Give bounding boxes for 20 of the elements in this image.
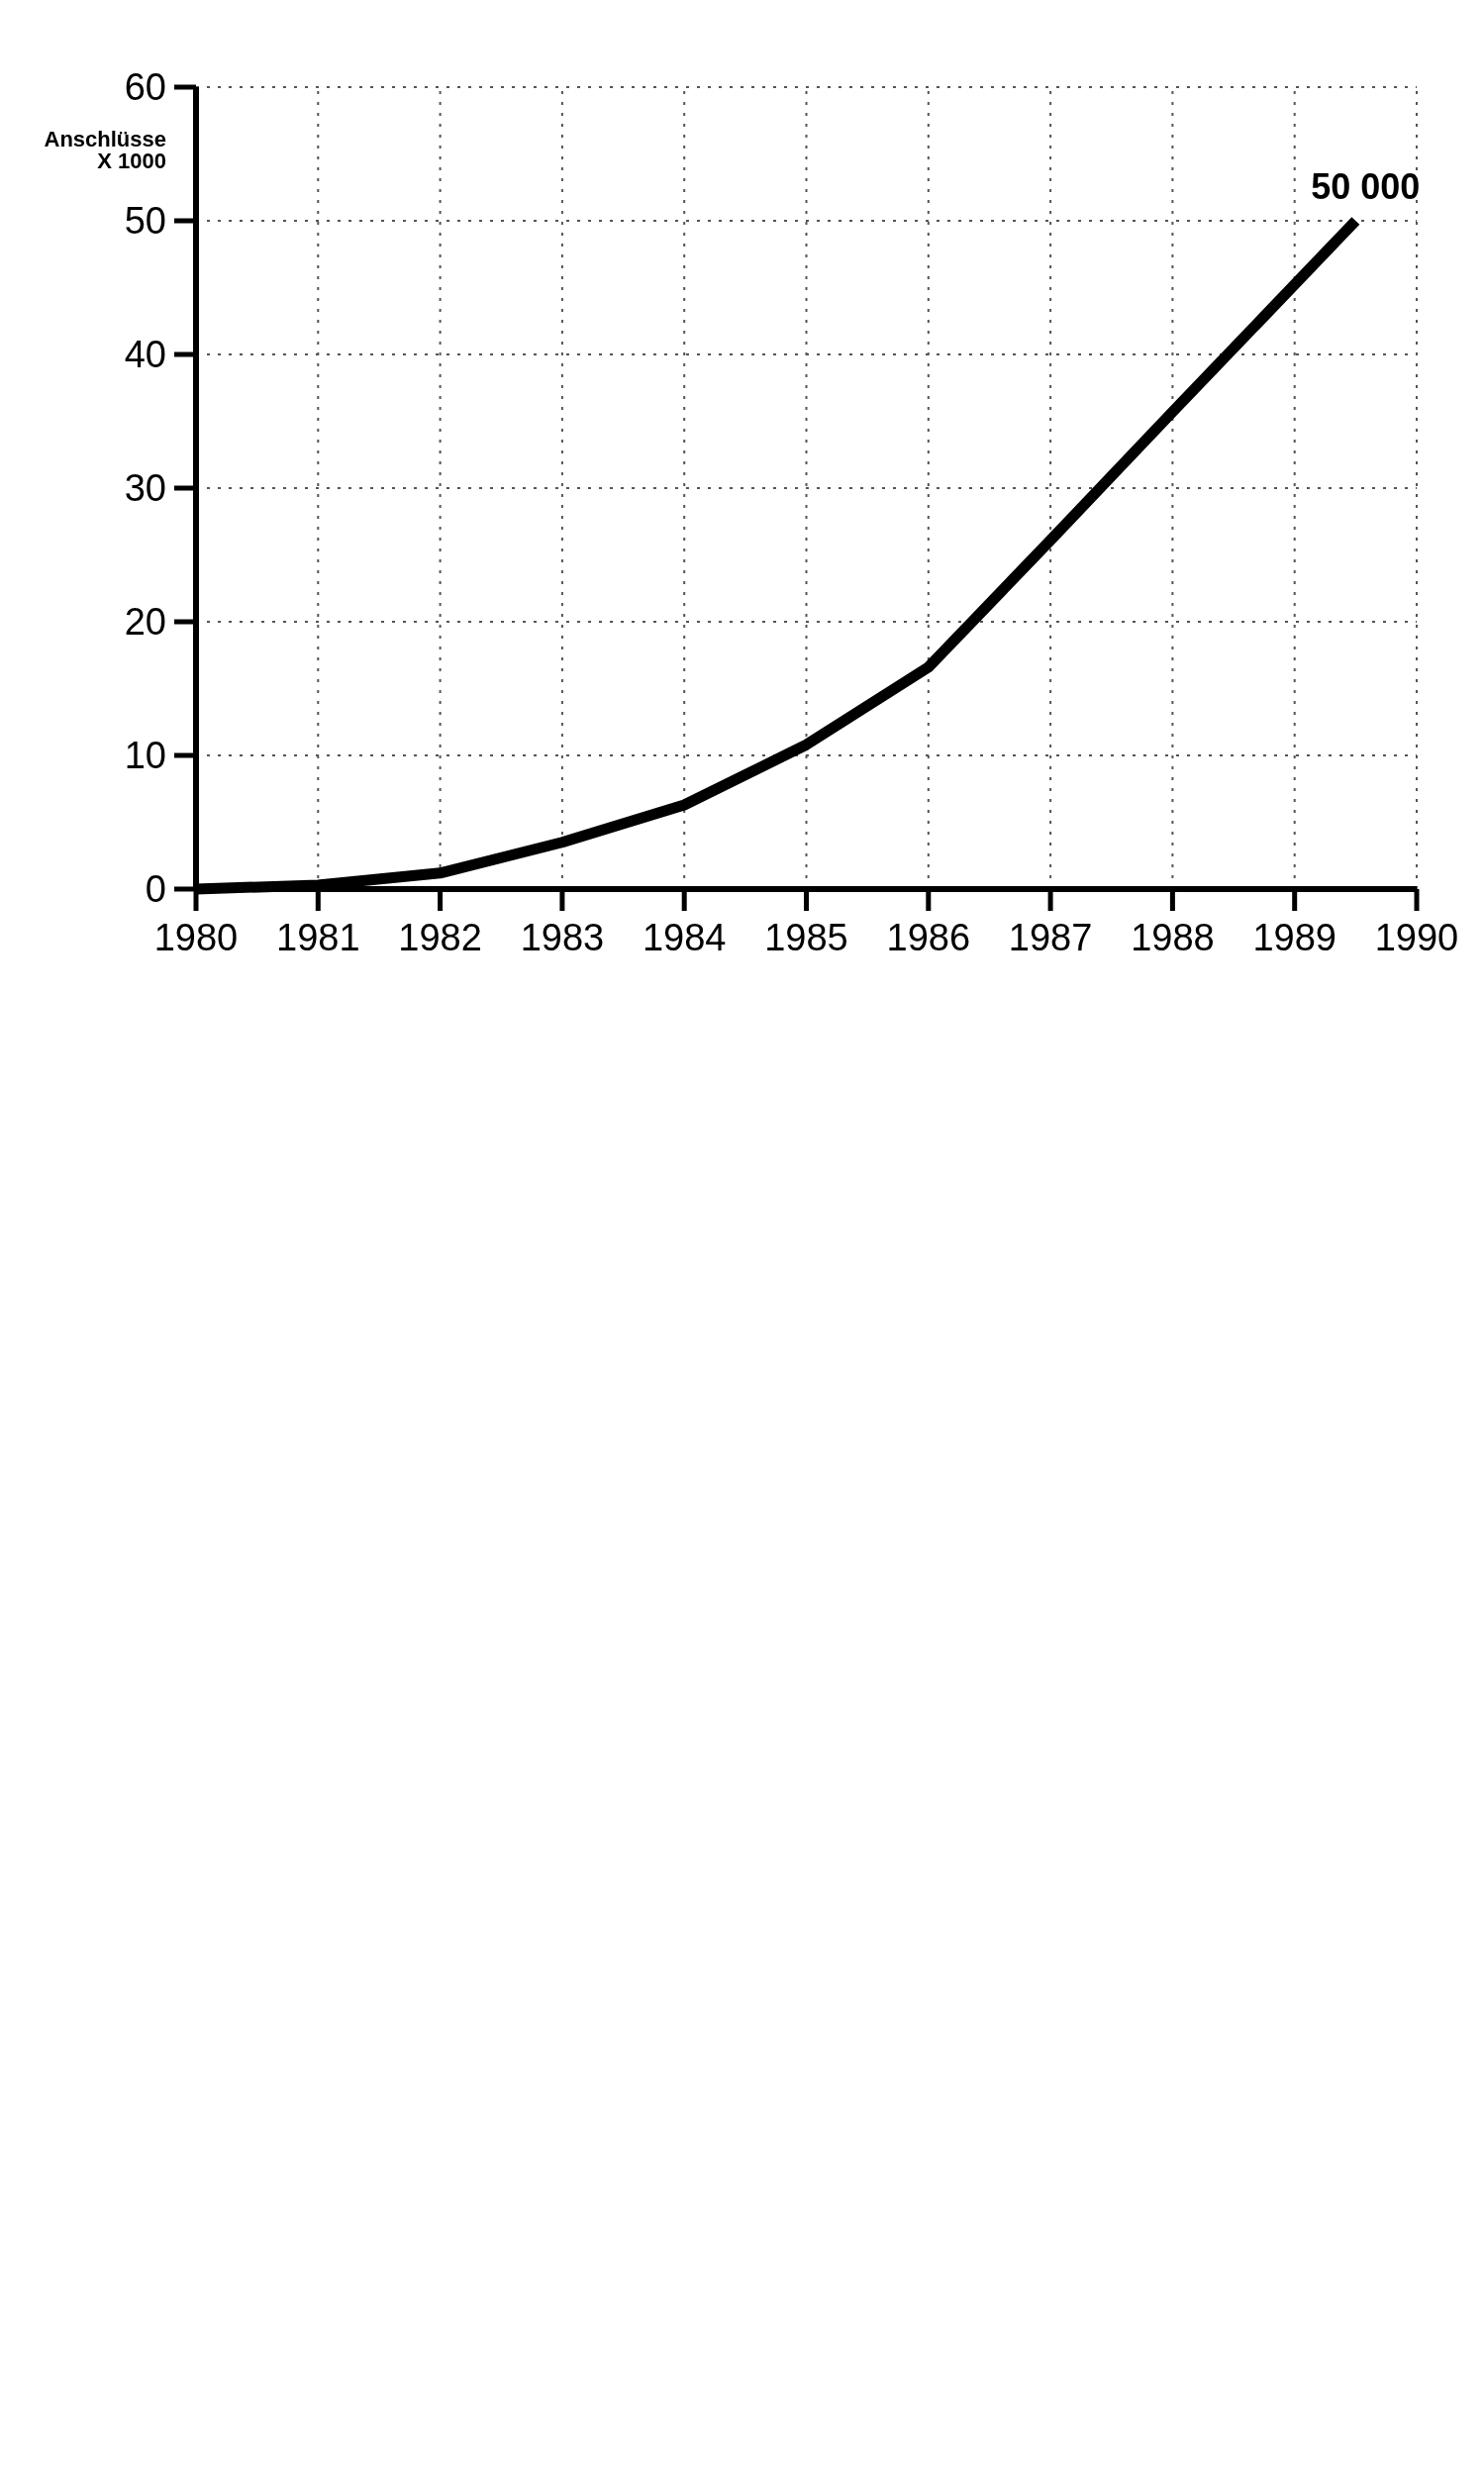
y-tick-label: 20 bbox=[124, 601, 166, 644]
y-axis-title: Anschlüsse X 1000 bbox=[44, 126, 166, 173]
x-tick-label: 1987 bbox=[1008, 917, 1093, 958]
x-tick-label: 1980 bbox=[153, 917, 239, 958]
x-tick-label: 1982 bbox=[398, 917, 482, 958]
y-tick-label: 30 bbox=[124, 467, 166, 510]
x-tick-label: 1983 bbox=[520, 917, 605, 958]
x-tick-label: 1986 bbox=[886, 917, 971, 958]
x-tick-label: 1990 bbox=[1374, 917, 1459, 958]
x-tick-label: 1981 bbox=[276, 917, 360, 958]
x-tick-label: 1988 bbox=[1131, 917, 1215, 958]
x-tick-label: 1989 bbox=[1252, 917, 1336, 958]
y-tick-label: 0 bbox=[145, 868, 166, 911]
y-tick-label: 50 bbox=[124, 200, 166, 243]
y-tick-label: 10 bbox=[124, 735, 166, 777]
y-tick-label: 60 bbox=[124, 66, 166, 109]
x-tick-label: 1985 bbox=[764, 917, 848, 958]
y-tick-label: 40 bbox=[124, 334, 166, 376]
x-tick-label: 1984 bbox=[642, 917, 727, 958]
annotation: 50 000 bbox=[1311, 166, 1421, 207]
